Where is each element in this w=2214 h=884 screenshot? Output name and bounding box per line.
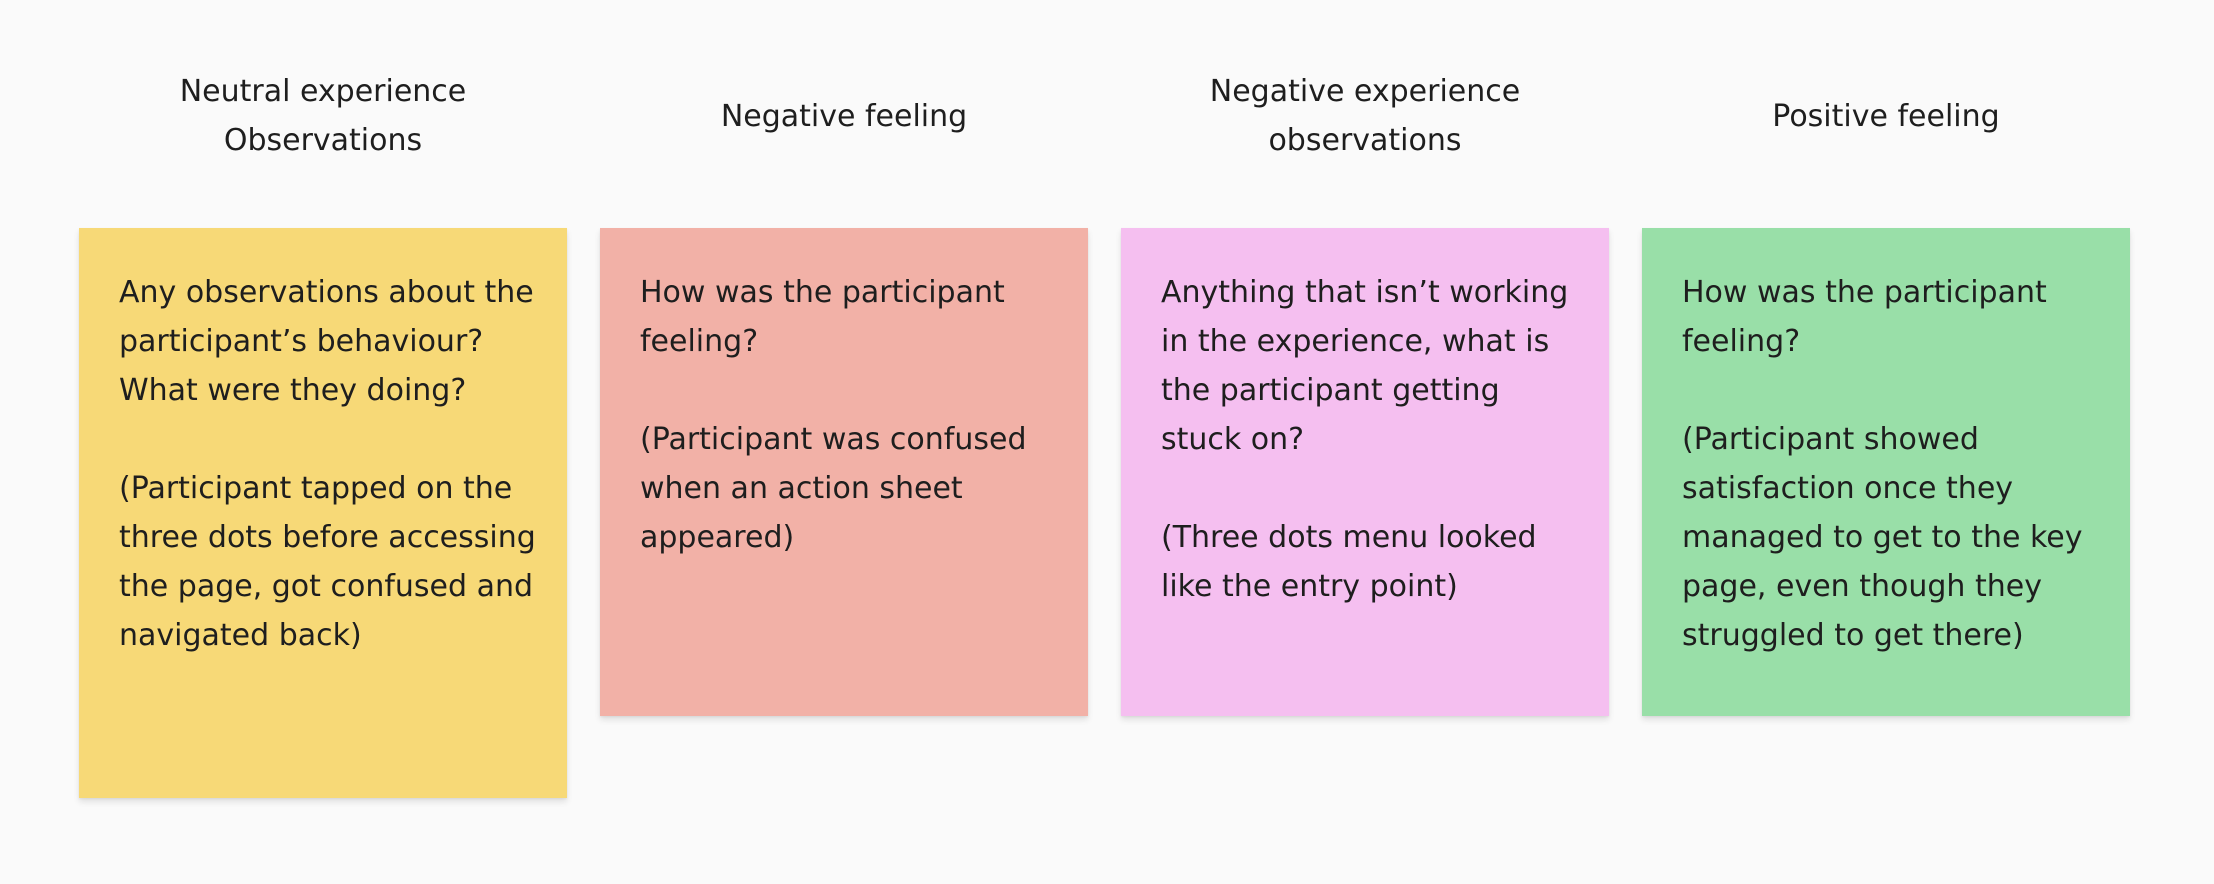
sticky-note-negative-observations[interactable]: Anything that isn’t working in the exper…	[1121, 228, 1609, 716]
sticky-note-positive-feeling[interactable]: How was the participant feeling? (Partic…	[1642, 228, 2130, 716]
column-header[interactable]: Negative feeling	[720, 98, 968, 134]
sticky-note-negative-feeling[interactable]: How was the participant feeling? (Partic…	[600, 228, 1088, 716]
column-header[interactable]: Neutral experience Observations	[179, 74, 467, 158]
column-header[interactable]: Positive feeling	[1772, 98, 2000, 134]
sticky-note-neutral-observations[interactable]: Any observations about the participant’s…	[79, 228, 567, 798]
column-header[interactable]: Negative experience observations	[1209, 74, 1521, 158]
